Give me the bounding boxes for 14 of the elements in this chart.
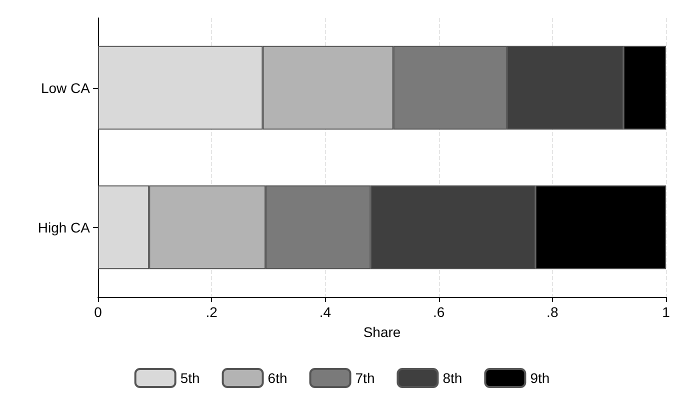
x-tick-label: .2 [206, 304, 218, 320]
x-tick-label: 0 [94, 304, 102, 320]
x-axis-title: Share [363, 324, 401, 340]
y-tick-label: High CA [38, 219, 91, 236]
y-tick-label: Low CA [40, 80, 91, 96]
legend-label: 6th [268, 370, 288, 386]
x-tick-label: .4 [319, 304, 332, 320]
legend-label: 9th [530, 370, 550, 386]
legend-label: 5th [180, 370, 200, 386]
legend-label: 8th [442, 370, 462, 386]
x-tick-label: 1 [662, 304, 670, 320]
legend-label: 7th [355, 370, 375, 386]
x-tick-label: .6 [432, 304, 445, 320]
x-tick-label: .8 [546, 304, 558, 320]
